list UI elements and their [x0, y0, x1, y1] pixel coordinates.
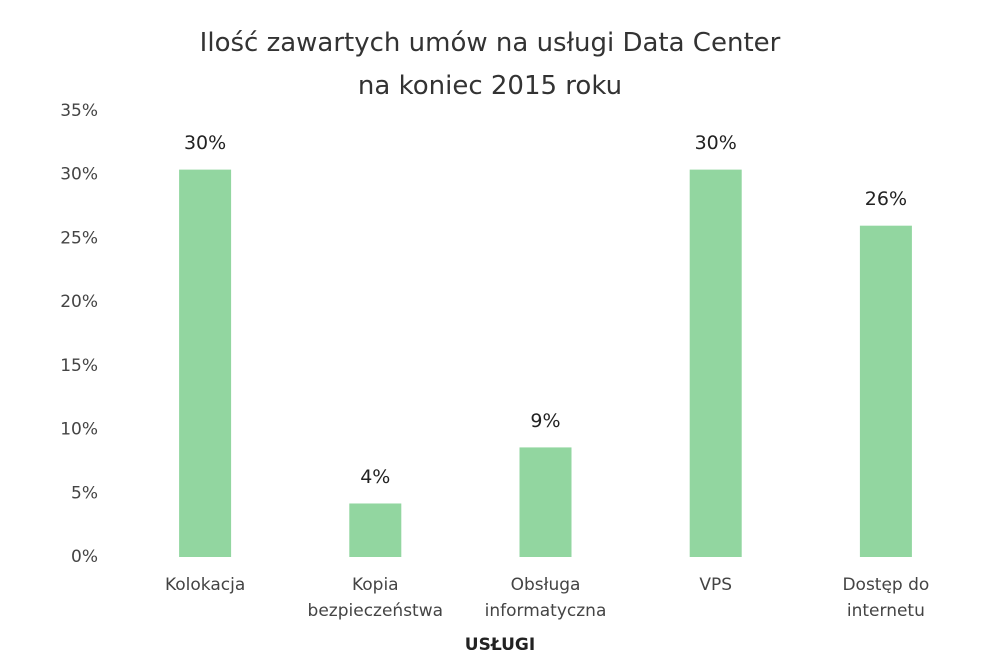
- x-tick-label: Obsługa informatyczna: [484, 575, 607, 621]
- x-tick-label: VPS: [699, 575, 733, 595]
- x-tick-label: Kopia bezpieczeństwa: [307, 575, 444, 621]
- value-label: 4%: [360, 466, 390, 488]
- y-tick-label: 10%: [60, 420, 98, 440]
- value-label: 9%: [530, 410, 560, 432]
- y-tick-label: 5%: [71, 483, 98, 503]
- y-tick-label: 35%: [60, 101, 98, 121]
- bar: [349, 503, 402, 557]
- x-tick-label: Dostęp do internetu: [842, 575, 930, 621]
- y-tick-label: 30%: [60, 165, 98, 185]
- x-axis-label: USŁUGI: [464, 635, 536, 655]
- value-label: 30%: [695, 132, 737, 154]
- bar: [519, 447, 572, 557]
- bar: [689, 169, 742, 558]
- y-tick-label: 20%: [60, 292, 98, 312]
- bar: [179, 169, 232, 558]
- y-tick-label: 15%: [60, 356, 98, 376]
- chart-title: Ilość zawartych umów na usługi Data Cent…: [199, 28, 781, 101]
- bar: [859, 225, 912, 557]
- value-label: 30%: [184, 132, 226, 154]
- y-tick-label: 25%: [60, 228, 98, 248]
- y-tick-label: 0%: [71, 547, 98, 567]
- value-label: 26%: [865, 188, 907, 210]
- x-tick-label: Kolokacja: [164, 575, 246, 595]
